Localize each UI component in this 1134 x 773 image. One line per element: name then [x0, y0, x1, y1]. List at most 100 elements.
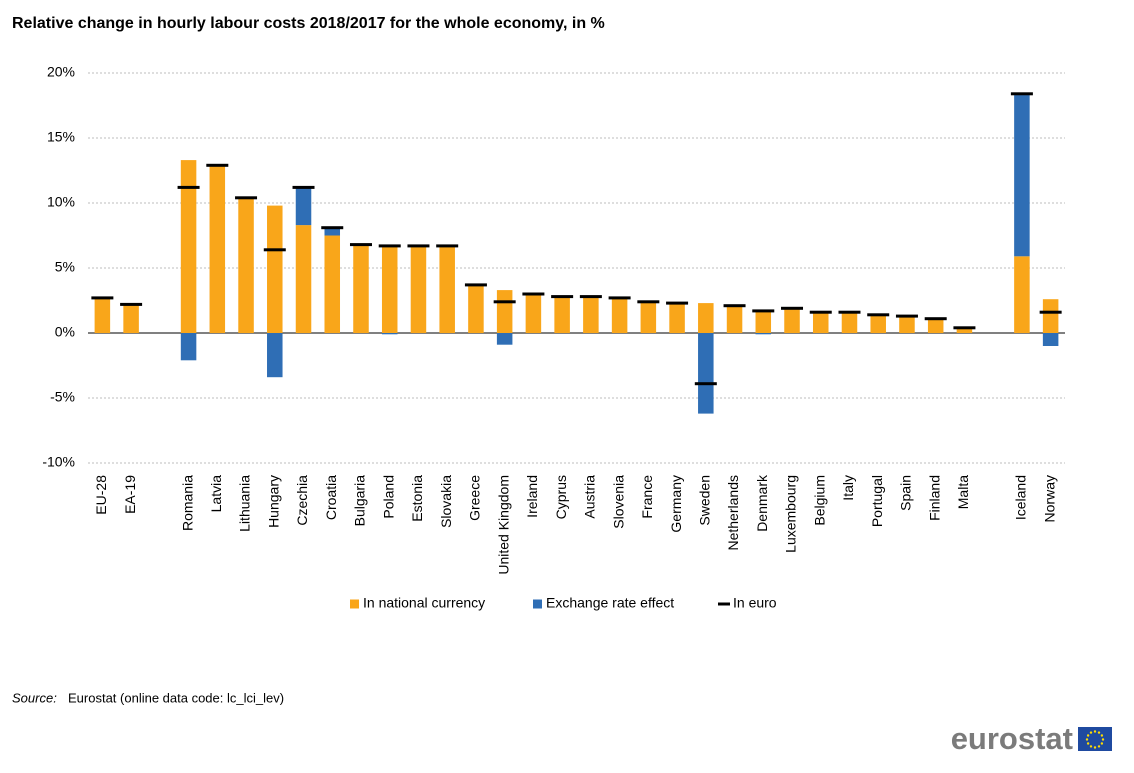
bar — [324, 227, 341, 236]
euro-marker — [177, 185, 200, 189]
x-tick-label: Netherlands — [725, 475, 741, 551]
bar — [353, 244, 369, 333]
x-tick-label: Slovenia — [610, 475, 626, 529]
bar — [267, 205, 283, 333]
bar — [698, 303, 714, 333]
bar — [381, 333, 398, 335]
x-tick-label: Austria — [582, 475, 598, 519]
bar — [1014, 95, 1030, 257]
x-tick-label: Latvia — [208, 475, 224, 513]
x-tick-label: Finland — [926, 475, 942, 521]
euro-marker — [349, 243, 372, 247]
euro-marker — [263, 248, 286, 252]
euro-marker — [235, 196, 258, 200]
x-tick-label: Slovakia — [438, 475, 454, 528]
x-tick-label: Lithuania — [237, 475, 253, 532]
x-tick-label: Greece — [467, 475, 483, 521]
x-tick-label: Estonia — [409, 475, 425, 522]
x-tick-label: Sweden — [697, 475, 713, 526]
x-tick-label: Croatia — [323, 475, 339, 520]
euro-marker — [752, 309, 775, 313]
bar — [927, 318, 944, 333]
euro-marker — [206, 163, 229, 167]
bar — [755, 333, 772, 335]
y-tick-label: -5% — [50, 389, 75, 405]
y-tick-label: 15% — [47, 129, 75, 145]
bar — [726, 305, 743, 333]
bar — [611, 297, 628, 333]
euro-marker — [493, 300, 516, 304]
bar — [956, 327, 973, 333]
bar — [381, 245, 398, 333]
y-tick-label: 10% — [47, 194, 75, 210]
x-tick-label: EA-19 — [122, 475, 138, 514]
x-tick-label: Germany — [668, 475, 684, 533]
bar — [899, 316, 915, 333]
x-tick-label: Norway — [1041, 475, 1057, 522]
x-tick-label: Poland — [380, 475, 396, 519]
euro-marker — [637, 300, 660, 304]
bar — [410, 245, 427, 333]
euro-marker — [608, 296, 631, 300]
euro-marker — [464, 283, 487, 287]
euro-marker — [292, 185, 315, 189]
source-label: Source: — [12, 690, 57, 705]
bar — [1042, 299, 1059, 333]
euro-marker — [895, 314, 918, 318]
bar — [123, 304, 139, 333]
bar — [669, 303, 685, 333]
bar — [698, 333, 714, 414]
x-tick-label: Malta — [955, 475, 971, 509]
bar — [583, 296, 599, 333]
bar — [209, 165, 226, 333]
euro-marker — [838, 310, 861, 314]
legend-swatch — [718, 602, 730, 606]
euro-marker — [723, 304, 746, 308]
x-tick-label: Hungary — [265, 475, 281, 528]
y-tick-label: 0% — [55, 324, 75, 340]
logo-text: eurostat — [951, 721, 1073, 756]
x-tick-label: Denmark — [754, 474, 770, 532]
euro-marker — [120, 302, 143, 306]
x-tick-label: Spain — [898, 475, 914, 511]
x-tick-label: Bulgaria — [352, 475, 368, 527]
euro-marker — [551, 295, 574, 299]
x-tick-label: Romania — [179, 475, 195, 531]
x-tick-label: Luxembourg — [783, 475, 799, 553]
euro-marker — [91, 296, 114, 300]
bar — [324, 235, 341, 333]
source-text: Eurostat (online data code: lc_lci_lev) — [68, 690, 284, 705]
euro-marker — [579, 295, 602, 299]
bar — [496, 333, 513, 345]
y-tick-label: 5% — [55, 259, 75, 275]
legend-label: In national currency — [363, 595, 485, 611]
euro-marker — [407, 244, 430, 248]
legend-swatch — [533, 599, 542, 609]
legend-label: Exchange rate effect — [546, 595, 674, 611]
bar — [267, 333, 283, 378]
bar — [1042, 333, 1059, 346]
x-tick-label: United Kingdom — [495, 475, 511, 575]
bar — [468, 284, 484, 333]
bar — [238, 197, 254, 333]
euro-marker — [781, 306, 804, 310]
bar — [496, 290, 513, 333]
bar — [841, 312, 858, 333]
x-tick-label: EU-28 — [93, 475, 109, 515]
bar — [180, 160, 197, 333]
x-tick-label: Italy — [840, 475, 856, 501]
bar — [755, 310, 772, 333]
y-tick-label: -10% — [42, 454, 75, 470]
bar — [94, 297, 111, 333]
euro-marker — [1010, 92, 1033, 96]
euro-marker — [694, 382, 717, 386]
bar — [1014, 256, 1030, 333]
x-tick-label: Belgium — [811, 475, 827, 526]
bar — [812, 312, 829, 333]
legend-label: In euro — [733, 595, 777, 611]
legend-swatch — [350, 599, 359, 609]
x-tick-label: Portugal — [869, 475, 885, 527]
euro-marker — [666, 301, 689, 305]
y-tick-label: 20% — [47, 64, 75, 80]
